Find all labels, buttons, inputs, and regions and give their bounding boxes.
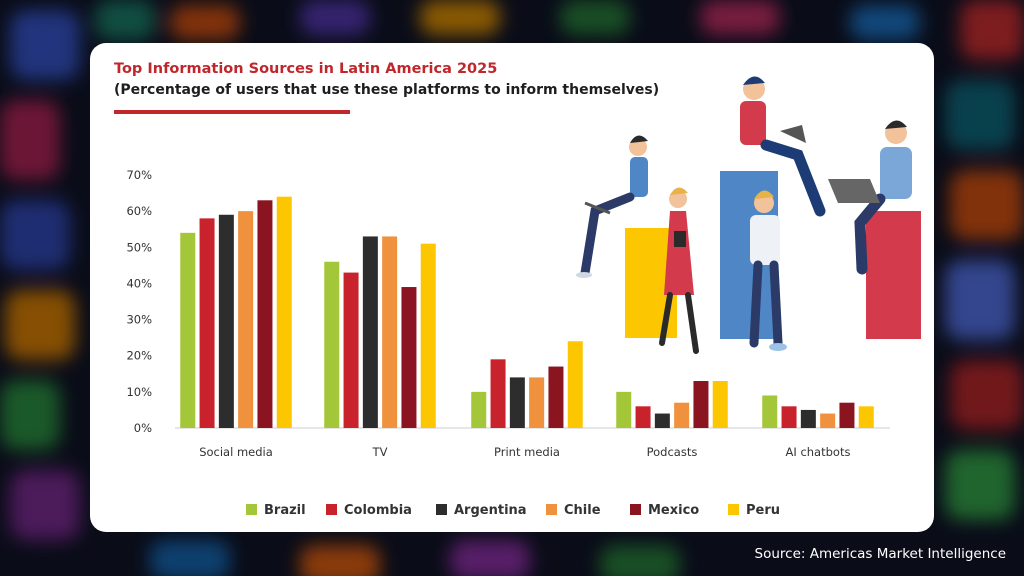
y-tick-label: 0%: [134, 421, 152, 435]
chart-subtitle: (Percentage of users that use these plat…: [114, 82, 660, 98]
bar: [401, 287, 417, 428]
bar: [674, 402, 690, 428]
legend-swatch: [546, 504, 557, 515]
x-tick-label: AI chatbots: [786, 445, 851, 459]
bar: [257, 200, 273, 428]
bar: [362, 236, 378, 428]
legend-label: Brazil: [264, 503, 306, 518]
bar: [382, 236, 398, 428]
legend-swatch: [246, 504, 257, 515]
legend-label: Colombia: [344, 503, 412, 518]
y-tick-label: 20%: [126, 349, 152, 363]
bar: [218, 214, 234, 428]
bar: [420, 243, 436, 428]
legend-swatch: [436, 504, 447, 515]
bar: [654, 413, 670, 428]
people-with-devices-illustration: [576, 76, 921, 354]
bar: [548, 366, 564, 428]
legend-label: Argentina: [454, 503, 527, 518]
y-tick-label: 70%: [126, 168, 152, 182]
bar: [635, 406, 651, 428]
bar: [324, 261, 340, 428]
y-tick-label: 50%: [126, 240, 152, 254]
bar: [858, 406, 874, 428]
bar: [800, 409, 816, 428]
bar: [820, 413, 836, 428]
bar: [781, 406, 797, 428]
x-tick-label: Podcasts: [647, 445, 698, 459]
bar: [490, 359, 506, 428]
bar: [693, 381, 709, 428]
y-tick-label: 30%: [126, 313, 152, 327]
legend-swatch: [728, 504, 739, 515]
bar: [199, 218, 215, 428]
legend-swatch: [326, 504, 337, 515]
bar: [567, 341, 583, 428]
bar-chart: 0% 10% 20% 30% 40% 50% 60% 70% Social media TV Pri…: [126, 76, 921, 518]
bar: [343, 272, 359, 428]
bar: [712, 381, 728, 428]
y-tick-label: 10%: [126, 385, 152, 399]
bar: [529, 377, 545, 428]
bar: [180, 232, 196, 428]
source-note: Source: Americas Market Intelligence: [754, 546, 1006, 562]
chart-title: Top Information Sources in Latin America…: [114, 61, 498, 77]
y-tick-label: 40%: [126, 276, 152, 290]
bar: [616, 391, 632, 428]
x-tick-label: Print media: [494, 445, 560, 459]
chart-card: Top Information Sources in Latin America…: [90, 43, 934, 532]
bar: [509, 377, 525, 428]
bar: [238, 211, 254, 428]
title-underline: [114, 110, 350, 114]
legend-label: Peru: [746, 503, 780, 518]
legend-label: Mexico: [648, 503, 699, 518]
bar: [276, 196, 292, 428]
bar: [839, 402, 855, 428]
legend-swatch: [630, 504, 641, 515]
bar: [762, 395, 778, 428]
y-tick-label: 60%: [126, 204, 152, 218]
x-tick-label: TV: [372, 445, 388, 459]
legend-label: Chile: [564, 503, 601, 518]
x-tick-label: Social media: [199, 445, 273, 459]
bar: [471, 391, 487, 428]
